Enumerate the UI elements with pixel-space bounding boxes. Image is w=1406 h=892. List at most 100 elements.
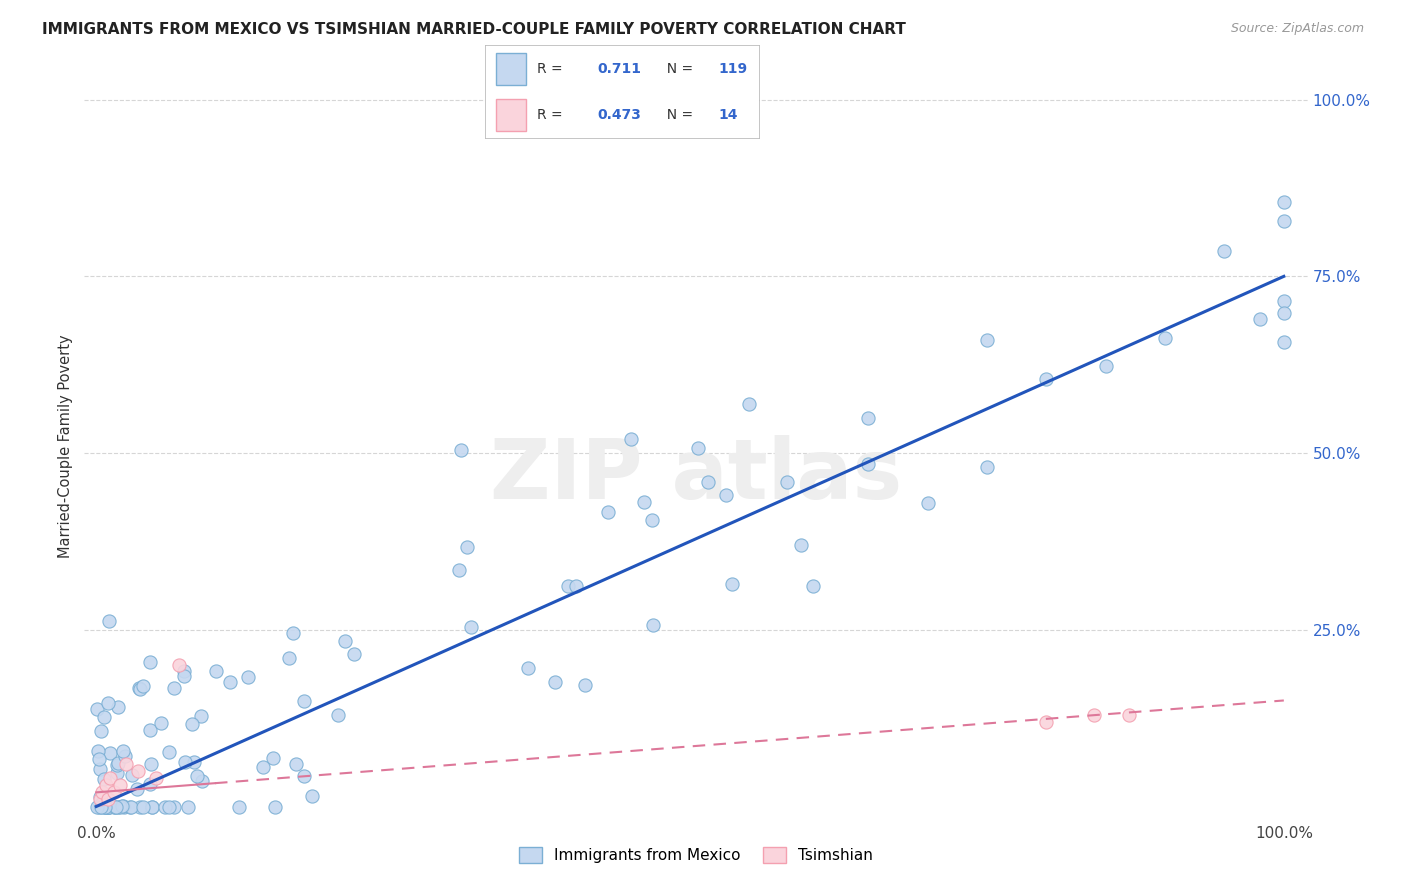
Bar [496, 99, 526, 131]
Point [264, 799, 287, 814]
Point [145, 771, 167, 785]
Point [139, 756, 162, 771]
Point [89, 790, 111, 805]
Text: Source: ZipAtlas.com: Source: ZipAtlas.com [1230, 22, 1364, 36]
Point [801, 579, 824, 593]
Point [228, 799, 250, 814]
Point [173, 755, 195, 769]
Point [278, 651, 301, 665]
Point [1272, 293, 1295, 308]
Point [544, 674, 567, 689]
Point [98, 799, 121, 814]
Point [790, 538, 813, 552]
Text: ZIP atlas: ZIP atlas [489, 435, 903, 516]
Point [103, 799, 125, 814]
Point [100, 746, 122, 760]
Point [190, 709, 212, 723]
Point [90, 799, 112, 814]
Point [1213, 244, 1236, 258]
Point [620, 432, 643, 446]
Point [163, 681, 186, 695]
Text: R =: R = [537, 108, 567, 122]
Point [301, 789, 323, 804]
Point [1083, 707, 1105, 722]
Point [236, 670, 259, 684]
Point [447, 563, 470, 577]
Point [149, 716, 172, 731]
Point [96, 799, 118, 814]
Point [641, 618, 664, 632]
Point [103, 785, 125, 799]
Text: 119: 119 [718, 62, 747, 76]
Point [114, 748, 136, 763]
Point [153, 799, 176, 814]
Point [917, 496, 939, 510]
Point [115, 757, 138, 772]
Point [163, 799, 186, 814]
Point [1249, 312, 1271, 326]
Point [191, 774, 214, 789]
Point [252, 760, 274, 774]
Point [176, 799, 198, 814]
Point [856, 410, 879, 425]
Point [641, 513, 664, 527]
Point [1272, 305, 1295, 319]
Text: N =: N = [658, 108, 697, 122]
Point [111, 744, 134, 758]
Point [219, 674, 242, 689]
Point [1272, 334, 1295, 349]
Point [139, 655, 162, 669]
Point [121, 768, 143, 782]
Point [517, 661, 540, 675]
Point [285, 756, 308, 771]
Point [450, 443, 472, 458]
Point [90, 797, 112, 811]
Point [97, 799, 120, 814]
Point [141, 799, 163, 814]
Point [104, 799, 127, 814]
Point [776, 475, 799, 490]
Point [169, 658, 191, 673]
Bar [496, 53, 526, 85]
Point [112, 799, 135, 814]
Point [976, 333, 998, 347]
Point [129, 799, 152, 814]
Point [107, 756, 129, 770]
Point [1035, 372, 1057, 386]
Point [96, 799, 118, 814]
Point [139, 723, 162, 737]
Point [132, 679, 155, 693]
Point [94, 799, 117, 814]
Point [1035, 714, 1057, 729]
Point [97, 696, 120, 710]
Point [91, 785, 114, 799]
Point [1094, 359, 1116, 373]
Point [565, 578, 588, 592]
Point [633, 495, 655, 509]
Point [89, 792, 111, 806]
Point [738, 396, 761, 410]
Point [87, 752, 110, 766]
Point [141, 799, 163, 814]
Point [181, 717, 204, 731]
Point [93, 772, 115, 786]
Point [281, 626, 304, 640]
Point [335, 633, 357, 648]
Point [342, 648, 364, 662]
Point [98, 614, 121, 628]
Point [125, 781, 148, 796]
Point [262, 751, 284, 765]
Point [96, 799, 118, 814]
Point [204, 665, 226, 679]
Point [128, 682, 150, 697]
Point [87, 799, 110, 814]
Text: 0.711: 0.711 [598, 62, 641, 76]
Point [856, 458, 879, 472]
Point [86, 799, 108, 814]
Point [128, 681, 150, 695]
Point [456, 540, 478, 554]
Text: 14: 14 [718, 108, 738, 122]
Point [107, 699, 129, 714]
Point [105, 766, 128, 780]
Point [87, 744, 110, 758]
